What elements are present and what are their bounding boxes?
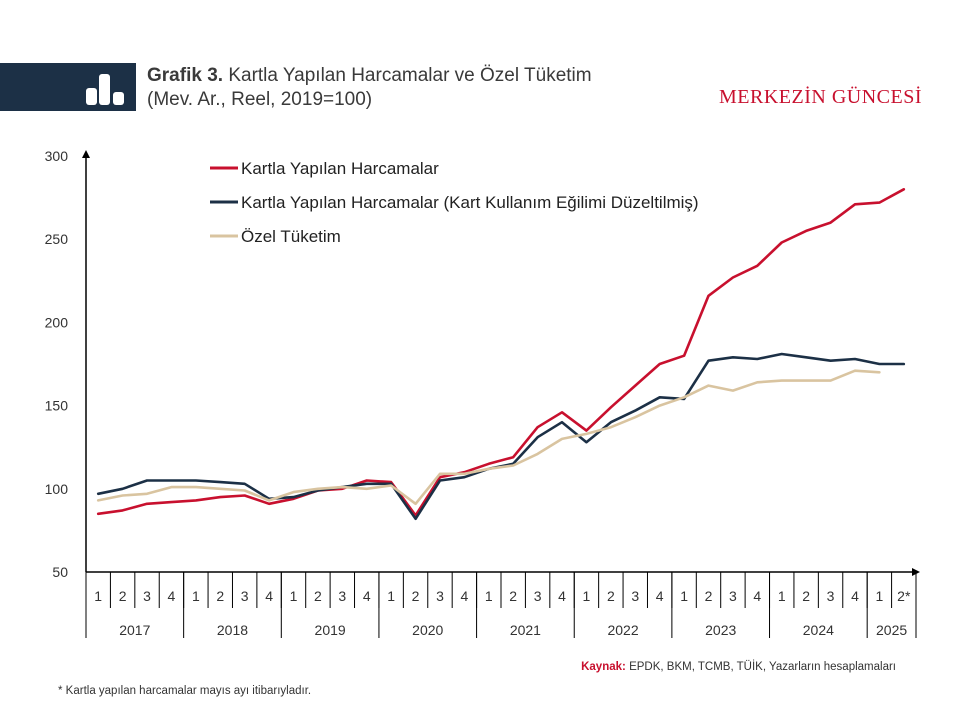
legend-label: Özel Tüketim <box>241 227 341 246</box>
title-text: Kartla Yapılan Harcamalar ve Özel Tüketi… <box>228 65 592 86</box>
year-label: 2018 <box>217 622 248 638</box>
quarter-label: 2* <box>897 588 911 604</box>
quarter-label: 4 <box>460 588 468 604</box>
quarter-label: 2 <box>509 588 517 604</box>
y-tick-label: 250 <box>45 231 69 247</box>
quarter-label: 3 <box>338 588 346 604</box>
chart-legend: Kartla Yapılan Harcamalar Kartla Yapılan … <box>210 159 699 246</box>
source-label: Kaynak: <box>581 661 626 673</box>
series-line-2 <box>96 352 906 521</box>
y-tick-label: 100 <box>45 481 69 497</box>
title-bold: Grafik 3. <box>147 65 224 86</box>
quarter-label: 3 <box>729 588 737 604</box>
quarter-label: 1 <box>583 588 591 604</box>
chart-title: Grafik 3. Kartla Yapılan Harcamalar ve Ö… <box>147 64 592 112</box>
quarter-label: 1 <box>290 588 298 604</box>
chart-subtitle: (Mev. Ar., Reel, 2019=100) <box>147 89 373 110</box>
year-label: 2022 <box>607 622 638 638</box>
y-tick-label: 300 <box>45 148 69 164</box>
quarter-label: 1 <box>680 588 688 604</box>
bar-chart-icon <box>86 74 124 105</box>
quarter-label: 4 <box>265 588 273 604</box>
quarter-label: 4 <box>363 588 371 604</box>
legend-label: Kartla Yapılan Harcamalar <box>241 159 439 178</box>
quarter-label: 1 <box>485 588 493 604</box>
year-label: 2021 <box>510 622 541 638</box>
quarter-label: 3 <box>436 588 444 604</box>
series-line-3 <box>96 369 881 506</box>
quarter-label: 3 <box>241 588 249 604</box>
quarter-label: 4 <box>168 588 176 604</box>
quarter-label: 2 <box>802 588 810 604</box>
quarter-label: 1 <box>94 588 102 604</box>
quarter-label: 4 <box>851 588 859 604</box>
y-tick-label: 150 <box>45 398 69 414</box>
quarter-label: 1 <box>778 588 786 604</box>
quarter-label: 1 <box>875 588 883 604</box>
year-label: 2024 <box>803 622 834 638</box>
quarter-label: 1 <box>387 588 395 604</box>
quarter-label: 4 <box>753 588 761 604</box>
quarter-label: 3 <box>631 588 639 604</box>
year-label: 2023 <box>705 622 736 638</box>
quarter-label: 4 <box>656 588 664 604</box>
y-axis-arrow <box>82 150 90 158</box>
year-label: 2019 <box>315 622 346 638</box>
y-tick-label: 200 <box>45 314 69 330</box>
series-line-1 <box>96 188 906 517</box>
quarter-label: 2 <box>119 588 127 604</box>
quarter-label: 2 <box>412 588 420 604</box>
source-note: Kaynak: EPDK, BKM, TCMB, TÜİK, Yazarları… <box>581 661 896 673</box>
source-text: EPDK, BKM, TCMB, TÜİK, Yazarların hesapl… <box>629 661 896 673</box>
year-label: 2017 <box>119 622 150 638</box>
year-label: 2025 <box>876 622 907 638</box>
quarter-label: 2 <box>607 588 615 604</box>
quarter-label: 1 <box>192 588 200 604</box>
quarter-label: 4 <box>558 588 566 604</box>
quarter-label: 2 <box>216 588 224 604</box>
legend-label: Kartla Yapılan Harcamalar (Kart Kullanım… <box>241 193 699 212</box>
brand-logo: MERKEZİN GÜNCESİ <box>719 86 922 108</box>
chart-lines <box>96 188 906 521</box>
y-tick-label: 50 <box>52 564 68 580</box>
quarter-label: 3 <box>143 588 151 604</box>
footnote: * Kartla yapılan harcamalar mayıs ayı it… <box>58 685 312 697</box>
quarter-label: 2 <box>314 588 322 604</box>
quarter-label: 3 <box>534 588 542 604</box>
quarter-label: 3 <box>827 588 835 604</box>
year-label: 2020 <box>412 622 443 638</box>
quarter-label: 2 <box>705 588 713 604</box>
